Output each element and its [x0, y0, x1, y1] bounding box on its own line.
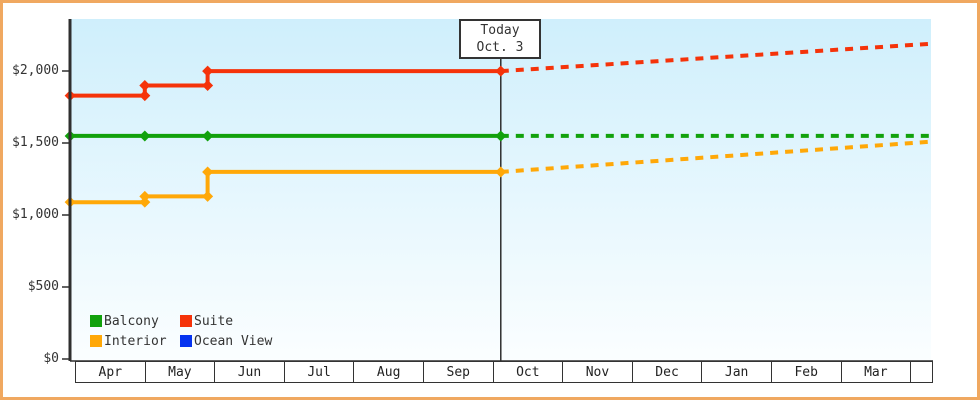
legend-item-ocean-view: Ocean View — [180, 331, 272, 351]
forecast-line-interior — [500, 139, 931, 174]
data-point-marker-interior — [139, 196, 151, 208]
legend-label: Ocean View — [194, 333, 273, 349]
legend-swatch-ocean-view — [180, 335, 192, 347]
data-point-marker-interior — [139, 190, 151, 202]
legend-label: Balcony — [104, 313, 159, 329]
legend-swatch-suite — [180, 315, 192, 327]
legend-swatch-balcony — [90, 315, 102, 327]
today-date: Oct. 3 — [476, 40, 524, 55]
x-axis-month-oct: Oct — [494, 362, 564, 382]
x-axis-month-sep: Sep — [424, 362, 494, 382]
data-point-marker-suite — [202, 80, 214, 92]
x-axis-month-feb: Feb — [772, 362, 842, 382]
x-axis-month-jan: Jan — [702, 362, 772, 382]
y-tick-label: $500 — [27, 279, 59, 294]
x-axis-month-jul: Jul — [285, 362, 355, 382]
data-point-marker-balcony — [202, 130, 214, 142]
y-tick-label: $2,000 — [12, 63, 59, 78]
chart-legend: Balcony Suite Interior Ocean View — [90, 311, 272, 351]
legend-label: Suite — [194, 313, 234, 329]
x-axis-month-jun: Jun — [215, 362, 285, 382]
x-axis-month-mar: Mar — [842, 362, 912, 382]
legend-item-balcony: Balcony — [90, 311, 180, 331]
y-tick-label: $1,000 — [12, 207, 59, 222]
y-tick-label: $1,500 — [12, 135, 59, 150]
legend-label: Interior — [104, 333, 167, 349]
legend-swatch-interior — [90, 335, 102, 347]
today-annotation-box: Today Oct. 3 — [459, 19, 541, 59]
x-axis-month-nov: Nov — [563, 362, 633, 382]
data-point-marker-suite — [495, 65, 507, 77]
x-axis-month-dec: Dec — [633, 362, 703, 382]
data-point-marker-interior — [495, 166, 507, 178]
x-axis-month-may: May — [146, 362, 216, 382]
data-point-marker-suite — [139, 90, 151, 102]
y-tick-label: $0 — [43, 351, 59, 366]
x-axis-month-apr: Apr — [76, 362, 146, 382]
x-axis-month-row: Apr May Jun Jul Aug Sep Oct Nov Dec Jan Feb Mar — [75, 361, 933, 383]
data-point-marker-suite — [139, 80, 151, 92]
today-label: Today — [480, 23, 520, 38]
series-line-suite — [70, 69, 501, 98]
data-point-marker-interior — [202, 166, 214, 178]
x-axis-month-aug: Aug — [354, 362, 424, 382]
data-point-marker-balcony — [495, 130, 507, 142]
data-point-marker-suite — [202, 65, 214, 77]
x-axis-empty-cell — [911, 362, 932, 382]
legend-item-interior: Interior — [90, 331, 180, 351]
forecast-line-suite — [500, 41, 931, 74]
series-line-interior — [70, 169, 501, 205]
data-point-marker-balcony — [139, 130, 151, 142]
data-point-marker-interior — [202, 190, 214, 202]
legend-item-suite: Suite — [180, 311, 272, 331]
